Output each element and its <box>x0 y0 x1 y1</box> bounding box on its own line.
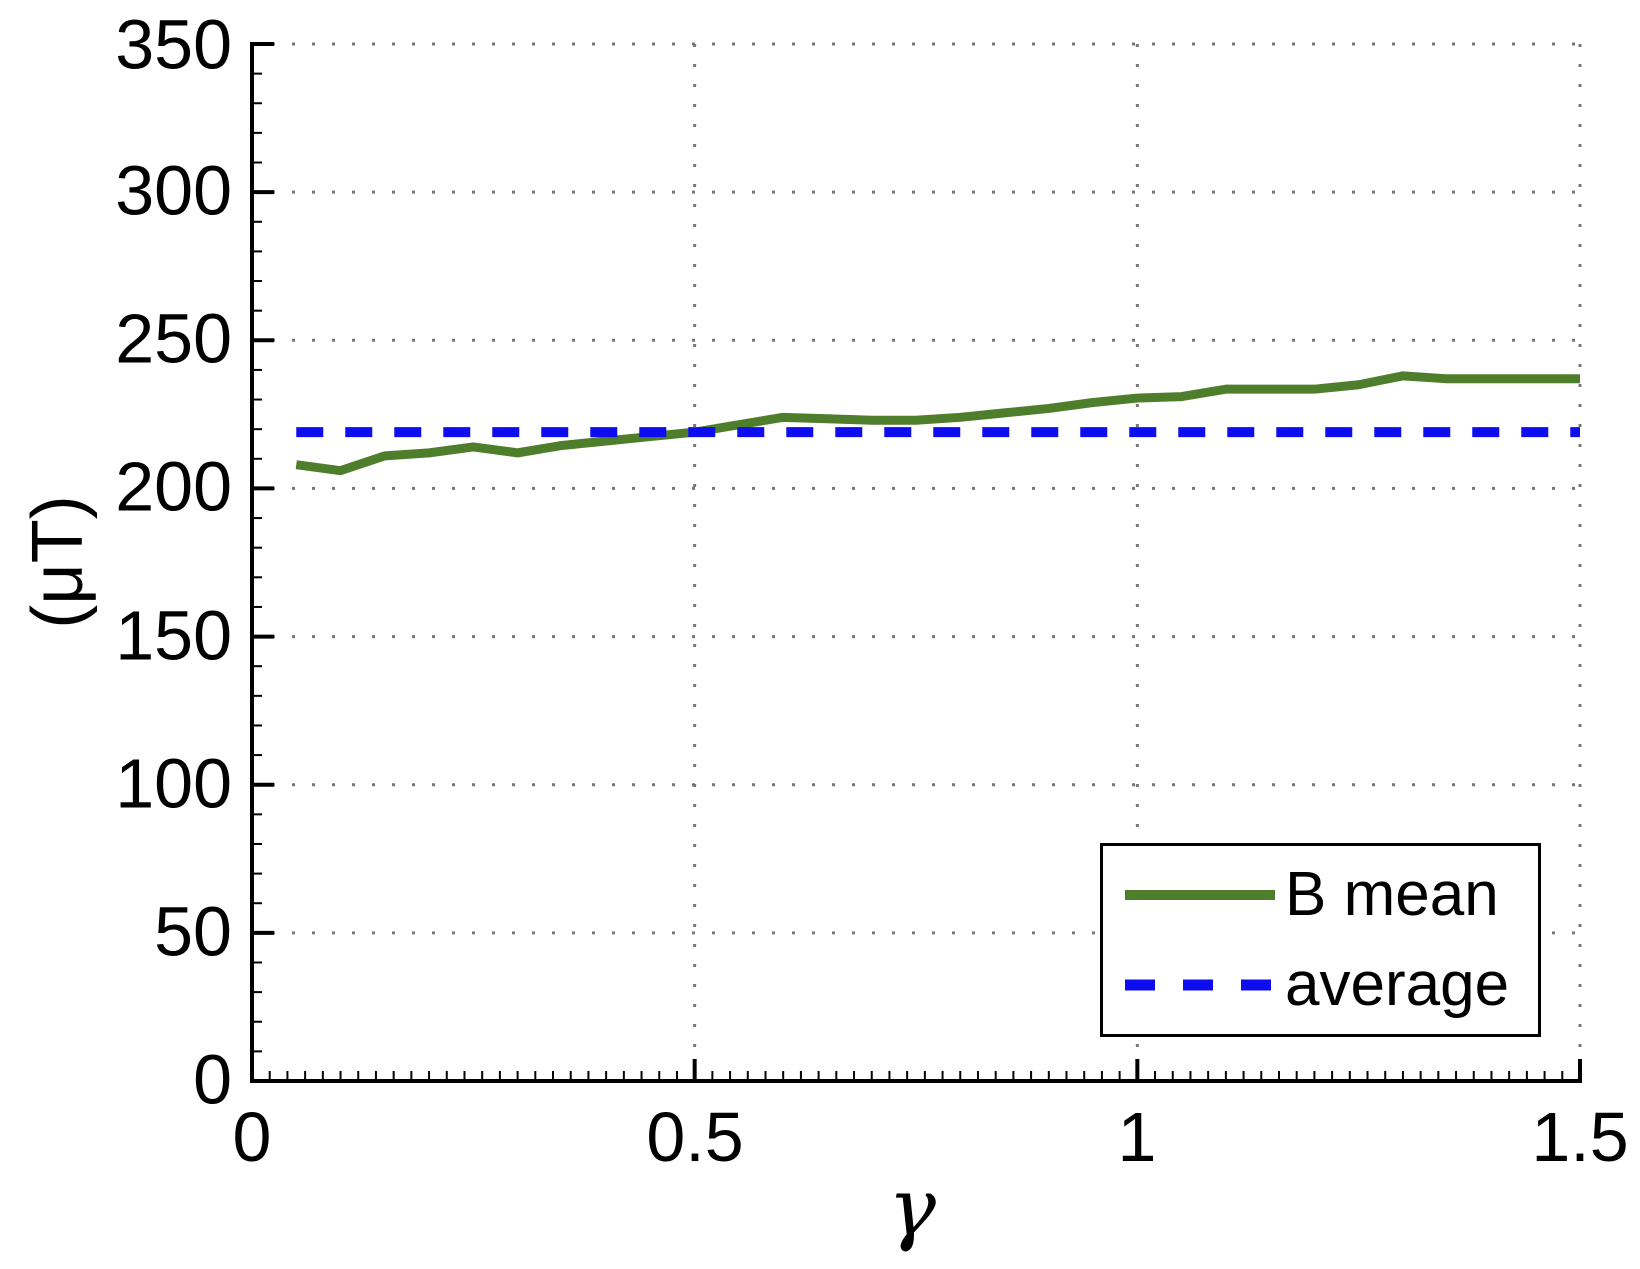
x-tick-label: 1 <box>1117 1098 1157 1176</box>
legend-label: average <box>1285 949 1510 1019</box>
x-tick-label: 1.5 <box>1531 1098 1629 1176</box>
solid-line-sample <box>1125 890 1275 901</box>
y-tick-label: 100 <box>115 744 232 823</box>
y-tick-label: 250 <box>115 299 232 378</box>
data-series <box>295 371 1580 476</box>
legend-item-average: average <box>1103 941 1538 1029</box>
y-tick-label: 0 <box>193 1040 232 1119</box>
legend-label: B mean <box>1285 860 1499 930</box>
x-tick-label: 0 <box>232 1098 272 1176</box>
legend: B mean average <box>1100 843 1541 1037</box>
y-tick-label: 350 <box>115 5 232 84</box>
x-axis-label: γ <box>888 1161 936 1254</box>
grid-lines <box>252 42 1582 1081</box>
y-tick-label: 300 <box>115 151 232 230</box>
y-tick-label: 150 <box>115 596 232 675</box>
dashed-line-sample <box>1125 979 1275 991</box>
legend-item-b-mean: B mean <box>1103 851 1538 939</box>
axes <box>250 42 1582 1083</box>
x-tick-label: 0.5 <box>646 1098 744 1176</box>
y-tick-label: 200 <box>115 447 232 526</box>
y-tick-label: 50 <box>154 892 232 971</box>
y-axis-label: (μT) <box>18 495 98 629</box>
